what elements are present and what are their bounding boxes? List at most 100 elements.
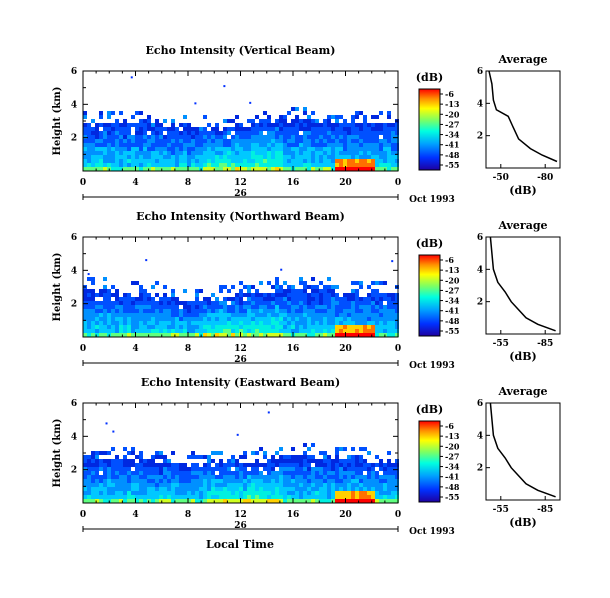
day-label: 26 xyxy=(234,521,247,531)
x-tick-label: 8 xyxy=(185,178,191,188)
profile-line xyxy=(489,236,556,332)
x-tick-label: 8 xyxy=(185,344,191,354)
profile-line xyxy=(489,402,556,498)
x-tick-label: 16 xyxy=(287,510,300,520)
profile-x-tick: -80 xyxy=(537,173,553,183)
month-label: Oct 1993 xyxy=(409,195,455,205)
colorbar-tick-label: -55 xyxy=(445,492,459,502)
colorbar-tick-label: -55 xyxy=(445,160,459,170)
profile-title: Average xyxy=(497,385,547,398)
colorbar-tick-label: -48 xyxy=(445,316,460,326)
y-axis-label: Height (km) xyxy=(52,253,63,322)
profile-line xyxy=(488,70,558,163)
y-tick-label: 6 xyxy=(71,399,77,409)
panel-northward: Echo Intensity (Northward Beam) 6 4 2 Height… xyxy=(52,210,561,371)
colorbar-tick-label: -34 xyxy=(445,296,460,306)
colorbar-tick-label: -6 xyxy=(445,421,454,431)
x-tick-label: 0 xyxy=(80,344,86,354)
profile-y-tick: 6 xyxy=(477,233,483,243)
profile-y-tick: 4 xyxy=(477,265,483,275)
colorbar-tick-label: -27 xyxy=(445,285,459,295)
colorbar-tick-label: -20 xyxy=(445,109,460,119)
colorbar-tick-label: -48 xyxy=(445,150,460,160)
month-label: Oct 1993 xyxy=(409,527,455,537)
y-tick-label: 4 xyxy=(71,100,77,110)
y-tick-label: 6 xyxy=(71,233,77,243)
x-tick-label: 12 xyxy=(234,344,247,354)
colorbar-tick-label: -27 xyxy=(445,451,459,461)
colorbar-tick-label: -41 xyxy=(445,472,459,482)
colorbar-tick-label: -48 xyxy=(445,482,460,492)
x-tick-label: 20 xyxy=(339,510,352,520)
colorbar-unit: (dB) xyxy=(416,237,443,250)
profile-y-tick: 6 xyxy=(477,399,483,409)
profile-y-tick: 6 xyxy=(477,67,483,77)
profile-frame xyxy=(485,402,561,501)
colorbar-tick-label: -6 xyxy=(445,89,454,99)
y-tick-label: 2 xyxy=(71,134,77,144)
heatmap-cells xyxy=(83,411,399,503)
colorbar-tick-label: -55 xyxy=(445,326,459,336)
colorbar-tick-label: -13 xyxy=(445,431,460,441)
profile-y-tick: 2 xyxy=(477,464,483,474)
x-tick-label: 12 xyxy=(234,178,247,188)
y-tick-label: 4 xyxy=(71,432,77,442)
colorbar-tick-label: -41 xyxy=(445,306,459,316)
y-tick-label: 4 xyxy=(71,266,77,276)
x-tick-label: 0 xyxy=(395,510,401,520)
colorbar-tick-label: -13 xyxy=(445,99,460,109)
profile-y-tick: 4 xyxy=(477,99,483,109)
x-tick-label: 20 xyxy=(339,344,352,354)
profile-x-tick: -55 xyxy=(493,339,509,349)
colorbar xyxy=(418,254,441,337)
x-tick-label: 4 xyxy=(132,344,138,354)
panel-vertical: Echo Intensity (Vertical Beam) 6 4 2 Height … xyxy=(52,44,561,205)
profile-x-tick: -85 xyxy=(537,339,553,349)
colorbar-tick-label: -34 xyxy=(445,130,460,140)
profile-title: Average xyxy=(497,53,547,66)
x-tick-label: 4 xyxy=(132,510,138,520)
x-tick-label: 20 xyxy=(339,178,352,188)
y-axis-label: Height (km) xyxy=(52,419,63,488)
y-tick-label: 2 xyxy=(71,466,77,476)
x-tick-label: 12 xyxy=(234,510,247,520)
panel-title: Echo Intensity (Eastward Beam) xyxy=(141,376,340,389)
profile-title: Average xyxy=(497,219,547,232)
profile-frame xyxy=(485,70,561,169)
panel-eastward: Echo Intensity (Eastward Beam) 6 4 2 Height … xyxy=(52,376,561,537)
colorbar-tick-label: -34 xyxy=(445,462,460,472)
profile-y-tick: 2 xyxy=(477,298,483,308)
x-tick-label: 0 xyxy=(80,510,86,520)
panel-title: Echo Intensity (Northward Beam) xyxy=(136,210,345,223)
colorbar xyxy=(418,420,441,503)
y-tick-label: 2 xyxy=(71,300,77,310)
panels: Echo Intensity (Vertical Beam) 6 4 2 Height … xyxy=(52,44,561,537)
profile-x-label: (dB) xyxy=(509,516,536,529)
profile-x-tick: -50 xyxy=(493,173,509,183)
colorbar-tick-label: -20 xyxy=(445,441,460,451)
colorbar-tick-label: -6 xyxy=(445,255,454,265)
x-tick-label: 0 xyxy=(80,178,86,188)
colorbar-tick-label: -13 xyxy=(445,265,460,275)
colorbar-tick-label: -41 xyxy=(445,140,459,150)
heatmap-cells xyxy=(83,76,399,171)
profile-y-tick: 2 xyxy=(477,132,483,142)
heatmap-cells xyxy=(83,259,399,337)
colorbar-unit: (dB) xyxy=(416,403,443,416)
x-tick-label: 0 xyxy=(395,178,401,188)
colorbar-unit: (dB) xyxy=(416,71,443,84)
profile-frame xyxy=(485,236,561,335)
day-label: 26 xyxy=(234,355,247,365)
profile-x-label: (dB) xyxy=(509,350,536,363)
day-label: 26 xyxy=(234,189,247,199)
y-tick-label: 6 xyxy=(71,67,77,77)
x-tick-label: 16 xyxy=(287,344,300,354)
colorbar xyxy=(418,88,441,171)
x-axis-label: Local Time xyxy=(206,538,274,551)
profile-x-tick: -55 xyxy=(493,505,509,515)
y-axis-label: Height (km) xyxy=(52,87,63,156)
x-tick-label: 0 xyxy=(395,344,401,354)
month-label: Oct 1993 xyxy=(409,361,455,371)
profile-y-tick: 4 xyxy=(477,431,483,441)
